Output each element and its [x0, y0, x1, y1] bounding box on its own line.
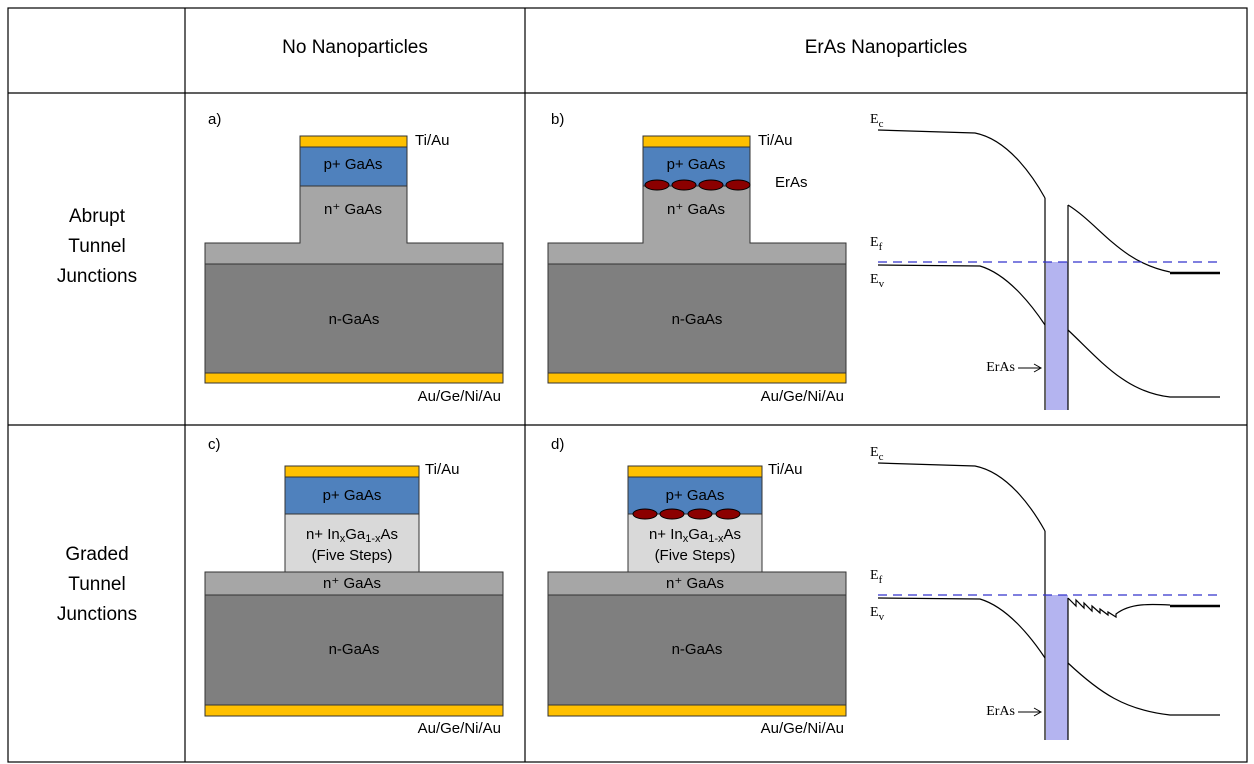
nanoparticle [672, 180, 696, 190]
valence-band [1068, 330, 1220, 397]
conduction-band [878, 463, 1045, 531]
layer-label: n-GaAs [329, 641, 380, 658]
layer-label: n⁺ GaAs [323, 575, 381, 592]
band-symbol: E [870, 112, 879, 127]
bottom-contact [205, 373, 503, 383]
top-contact [300, 136, 407, 147]
band-label: Ef [870, 568, 883, 585]
top-contact [628, 466, 762, 477]
layer-label: Ti/Au [758, 132, 792, 149]
band-label: Ev [870, 272, 885, 289]
layer-label: (Five Steps) [312, 547, 393, 564]
figure: No Nanoparticles ErAs Nanoparticles Abru… [0, 0, 1254, 764]
band-subscript: v [879, 611, 885, 623]
panel-letter: a) [208, 111, 221, 128]
layer-label: Ti/Au [425, 461, 459, 478]
band-label: ErAs [986, 360, 1015, 375]
panel-letter: c) [208, 436, 221, 453]
row-label: Junctions [57, 604, 137, 625]
band-symbol: E [870, 445, 879, 460]
band-symbol: E [870, 235, 879, 250]
nanoparticle [633, 509, 657, 519]
label-part: Ga [688, 526, 709, 543]
top-contact [285, 466, 419, 477]
label-part: As [724, 526, 742, 543]
layer-label: n-GaAs [672, 311, 723, 328]
band-label: Ev [870, 605, 885, 622]
layer-label: n⁺ GaAs [666, 575, 724, 592]
layer-label: p+ GaAs [667, 156, 726, 173]
layer-label: Ti/Au [415, 132, 449, 149]
row-label: Junctions [57, 266, 137, 287]
bottom-contact [548, 705, 846, 716]
layer-label: n-GaAs [672, 641, 723, 658]
band-symbol: E [870, 568, 879, 583]
valence-band [878, 265, 1045, 325]
layer-label: Au/Ge/Ni/Au [761, 720, 844, 737]
band-subscript: f [879, 574, 883, 586]
nanoparticle [645, 180, 669, 190]
arrow [1018, 364, 1041, 372]
label-part: n+ In [649, 526, 683, 543]
layer-label: n-GaAs [329, 311, 380, 328]
band-subscript: c [879, 451, 884, 463]
layer-label: n+ InxGa1-xAs [649, 526, 741, 545]
conduction-band [878, 130, 1045, 198]
layer-label: Au/Ge/Ni/Au [761, 388, 844, 405]
row-label: Graded [65, 544, 128, 565]
panel-letter: d) [551, 436, 564, 453]
bottom-contact [205, 705, 503, 716]
label-part: 1-x [708, 533, 724, 545]
n-mesa [205, 186, 503, 264]
layer-label: ErAs [775, 174, 808, 191]
layer-label: p+ GaAs [324, 156, 383, 173]
n-mesa [548, 186, 846, 264]
layer-label: Au/Ge/Ni/Au [418, 388, 501, 405]
band-label: Ec [870, 112, 884, 129]
band-label: Ef [870, 235, 883, 252]
column-header: ErAs Nanoparticles [805, 37, 968, 58]
conduction-band [1068, 598, 1170, 617]
label-part: 1-x [365, 533, 381, 545]
panel-letter: b) [551, 111, 564, 128]
nanoparticle [660, 509, 684, 519]
layer-label: (Five Steps) [655, 547, 736, 564]
band-symbol: E [870, 272, 879, 287]
top-contact [643, 136, 750, 147]
layer-label: n+ InxGa1-xAs [306, 526, 398, 545]
band-subscript: f [879, 241, 883, 253]
label-part: n+ In [306, 526, 340, 543]
band-symbol: E [870, 605, 879, 620]
row-label: Tunnel [68, 574, 125, 595]
nanoparticle [726, 180, 750, 190]
column-header: No Nanoparticles [282, 37, 428, 58]
row-label: Tunnel [68, 236, 125, 257]
erAs-band [1046, 595, 1068, 740]
nanoparticle [716, 509, 740, 519]
nanoparticle [688, 509, 712, 519]
bottom-contact [548, 373, 846, 383]
arrow [1018, 708, 1041, 716]
layer-label: n⁺ GaAs [667, 201, 725, 218]
band-label: ErAs [986, 704, 1015, 719]
band-label: Ec [870, 445, 884, 462]
label-part: Ga [345, 526, 366, 543]
erAs-band [1046, 262, 1068, 410]
layer-label: p+ GaAs [666, 487, 725, 504]
band-subscript: v [879, 278, 885, 290]
layer-label: p+ GaAs [323, 487, 382, 504]
nanoparticle [699, 180, 723, 190]
row-label: Abrupt [69, 206, 126, 227]
layer-label: Au/Ge/Ni/Au [418, 720, 501, 737]
layer-label: Ti/Au [768, 461, 802, 478]
valence-band [878, 598, 1045, 658]
valence-band [1068, 663, 1220, 715]
label-part: As [381, 526, 399, 543]
band-subscript: c [879, 118, 884, 130]
layer-label: n⁺ GaAs [324, 201, 382, 218]
